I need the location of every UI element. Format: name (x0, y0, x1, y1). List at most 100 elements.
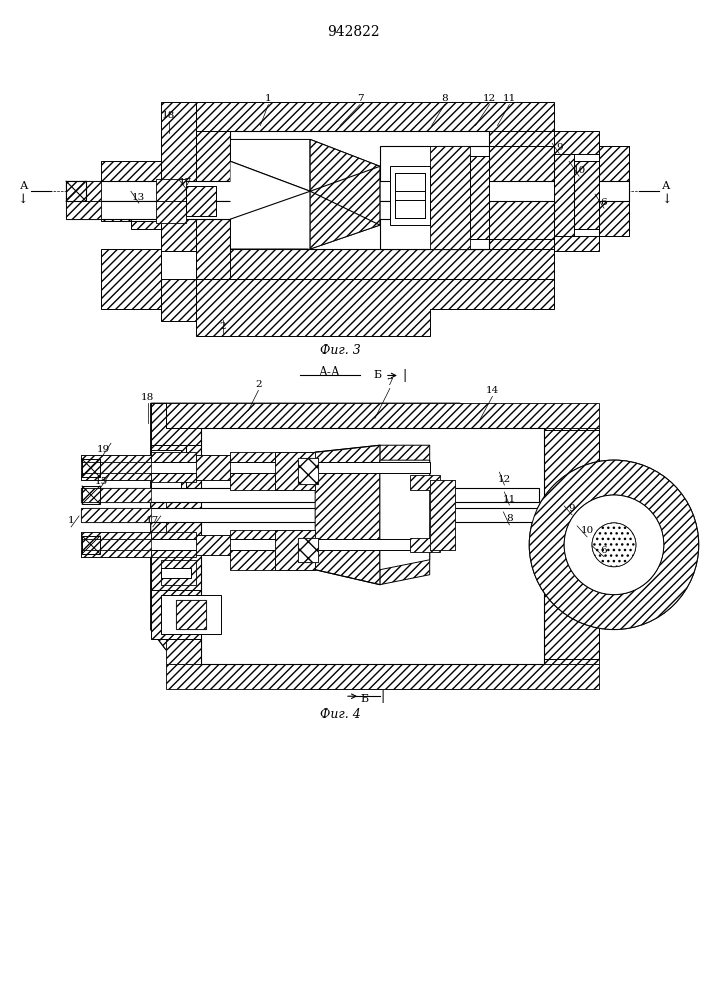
Polygon shape (430, 480, 455, 550)
Polygon shape (186, 186, 216, 216)
Polygon shape (230, 139, 310, 191)
Polygon shape (298, 458, 318, 484)
Text: 8: 8 (441, 94, 448, 103)
Polygon shape (554, 131, 599, 251)
Polygon shape (81, 532, 151, 557)
Polygon shape (380, 146, 489, 249)
Polygon shape (230, 131, 489, 249)
Bar (82, 536, 100, 554)
Text: 17: 17 (146, 516, 159, 525)
Polygon shape (201, 428, 544, 664)
Text: Б: Б (361, 694, 369, 704)
Polygon shape (544, 430, 599, 659)
Polygon shape (410, 538, 440, 552)
Polygon shape (81, 455, 151, 480)
Wedge shape (592, 523, 636, 567)
Polygon shape (196, 279, 554, 336)
Polygon shape (81, 488, 539, 502)
Polygon shape (395, 173, 425, 218)
Polygon shape (196, 535, 230, 555)
Polygon shape (160, 279, 230, 321)
Circle shape (592, 523, 636, 567)
Polygon shape (430, 480, 455, 550)
Polygon shape (81, 539, 151, 550)
Polygon shape (151, 590, 230, 639)
Polygon shape (196, 535, 230, 555)
Bar (82, 486, 100, 504)
Polygon shape (160, 568, 191, 578)
Text: |: | (403, 369, 407, 382)
Polygon shape (196, 249, 554, 279)
Wedge shape (530, 460, 699, 629)
Polygon shape (151, 445, 186, 500)
Text: Фиг. 3: Фиг. 3 (320, 344, 361, 357)
Text: 10: 10 (580, 526, 594, 535)
Text: 18: 18 (141, 393, 154, 402)
Text: 2: 2 (255, 380, 262, 389)
Polygon shape (151, 403, 201, 445)
Text: 1: 1 (68, 516, 74, 525)
Polygon shape (151, 552, 201, 595)
Polygon shape (151, 452, 196, 482)
Polygon shape (160, 560, 196, 585)
Text: Фиг. 4: Фиг. 4 (320, 708, 361, 721)
Polygon shape (275, 452, 315, 490)
Polygon shape (151, 403, 599, 689)
Polygon shape (196, 455, 230, 480)
Polygon shape (489, 146, 554, 239)
Text: 17: 17 (179, 178, 192, 187)
Text: 14: 14 (486, 386, 499, 395)
Polygon shape (469, 156, 489, 239)
Polygon shape (176, 600, 206, 629)
Polygon shape (554, 154, 574, 236)
Text: 10: 10 (573, 166, 585, 175)
Polygon shape (544, 428, 599, 664)
Polygon shape (101, 249, 160, 309)
Text: 11: 11 (503, 495, 516, 504)
Polygon shape (66, 201, 101, 219)
Polygon shape (165, 664, 599, 689)
Polygon shape (66, 201, 400, 219)
Polygon shape (230, 191, 310, 249)
Polygon shape (310, 139, 380, 249)
Polygon shape (151, 532, 196, 557)
Polygon shape (101, 161, 160, 221)
Text: 13: 13 (132, 193, 146, 202)
Text: 9: 9 (556, 143, 563, 152)
Text: 9: 9 (569, 504, 575, 513)
Polygon shape (131, 181, 160, 229)
Polygon shape (176, 600, 206, 629)
Polygon shape (81, 508, 539, 522)
Polygon shape (230, 139, 310, 249)
Polygon shape (186, 186, 216, 216)
Polygon shape (131, 189, 160, 221)
Circle shape (530, 460, 699, 629)
Polygon shape (196, 131, 230, 279)
Polygon shape (66, 181, 629, 201)
Text: А-А: А-А (320, 366, 341, 379)
Polygon shape (380, 445, 430, 585)
Polygon shape (230, 530, 275, 570)
Polygon shape (196, 455, 230, 480)
Text: ↓: ↓ (18, 193, 28, 206)
Text: 18: 18 (162, 111, 175, 120)
Text: А: А (20, 181, 28, 191)
Polygon shape (230, 452, 275, 490)
Polygon shape (196, 102, 554, 131)
Polygon shape (298, 458, 318, 484)
Text: 942822: 942822 (327, 25, 380, 39)
Text: 8: 8 (506, 514, 513, 523)
Polygon shape (599, 181, 629, 201)
Polygon shape (165, 403, 599, 428)
Text: А: А (662, 181, 670, 191)
Polygon shape (151, 450, 181, 495)
Polygon shape (380, 460, 430, 570)
Text: Б: Б (374, 370, 382, 380)
Text: 11: 11 (503, 94, 516, 103)
Polygon shape (230, 161, 310, 249)
Polygon shape (160, 595, 221, 634)
Polygon shape (554, 154, 599, 236)
Polygon shape (574, 161, 599, 229)
Text: 12: 12 (498, 475, 511, 484)
Text: 6: 6 (601, 546, 607, 555)
